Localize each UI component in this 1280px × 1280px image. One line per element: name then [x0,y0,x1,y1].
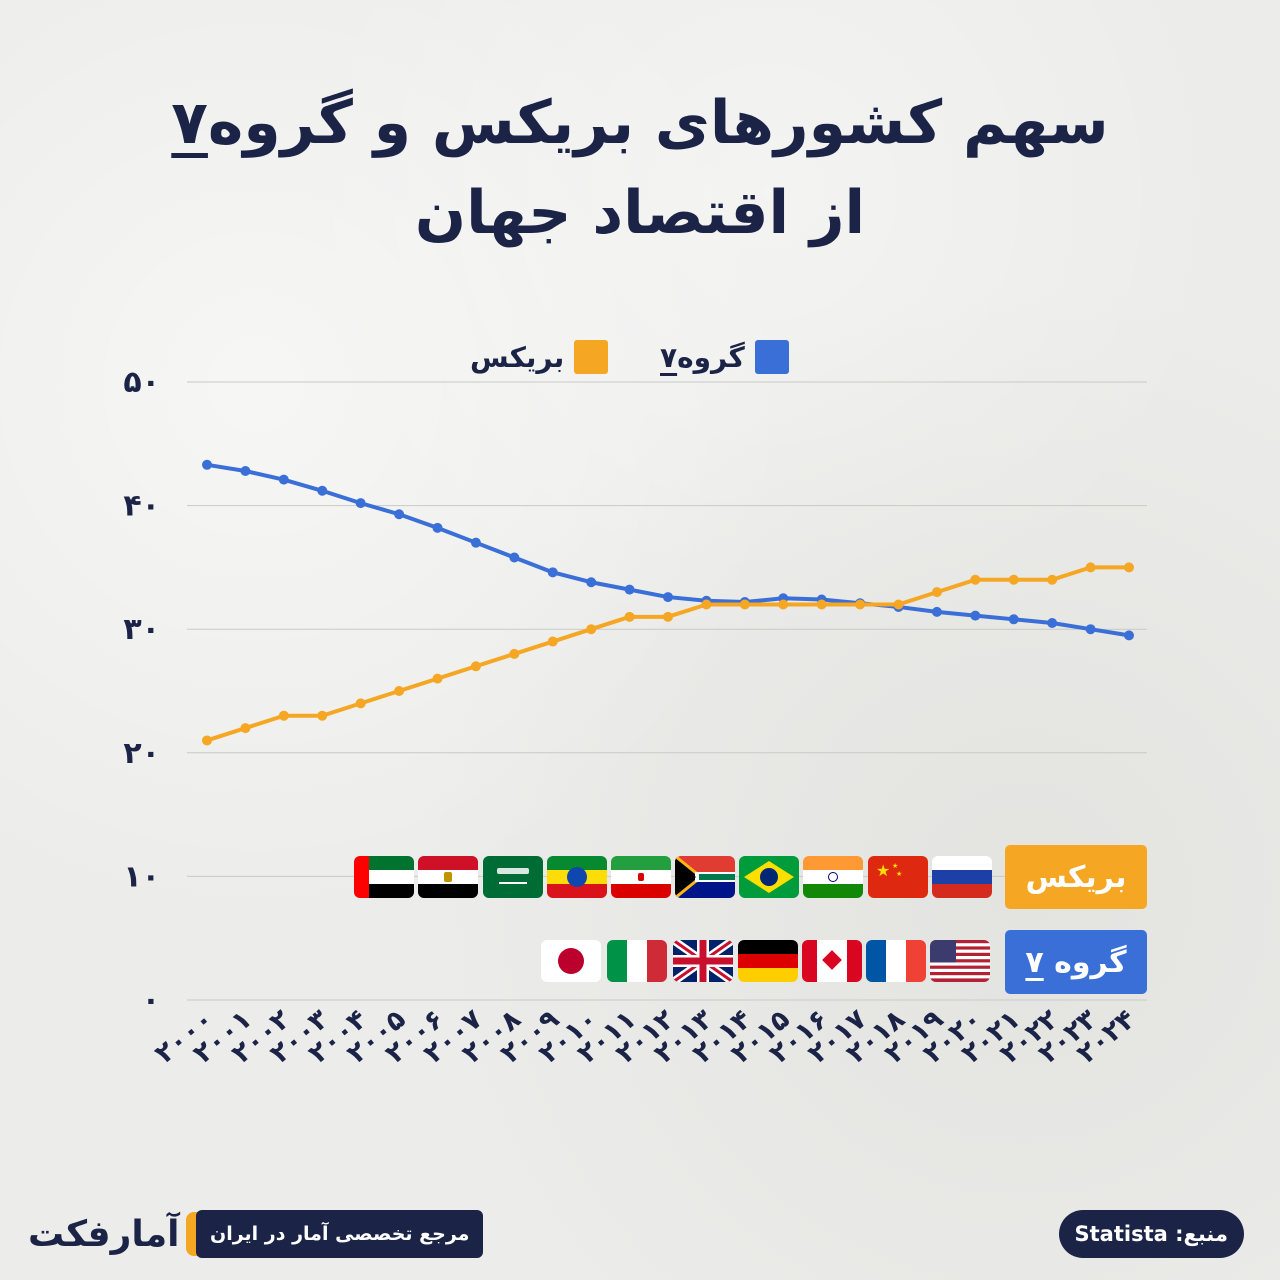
data-point-brics [893,599,904,610]
data-point-brics [317,710,328,721]
y-tick-label: ۰ [142,983,160,1018]
y-tick-label: ۱۰ [123,859,160,894]
data-point-brics [931,587,942,598]
iran-flag [611,856,671,898]
data-point-g7 [931,606,942,617]
france-flag [866,940,926,982]
data-point-g7 [240,465,251,476]
germany-flag [738,940,798,982]
data-point-brics [739,599,750,610]
data-point-brics [970,574,981,585]
data-point-brics [1008,574,1019,585]
data-point-brics [663,611,673,622]
data-point-brics [624,611,635,622]
source-badge: منبع: Statista [1058,1210,1244,1258]
data-point-g7 [1008,614,1019,625]
data-point-g7 [547,567,558,578]
legend-label-g7: گروه۷ [660,340,745,374]
y-tick-label: ۲۰ [123,736,160,771]
data-point-brics [1085,562,1096,573]
data-point-brics [470,661,481,672]
logo-text: آمارفکت [28,1213,180,1255]
data-point-g7 [586,577,597,588]
y-tick-label: ۴۰ [123,489,160,524]
data-point-brics [816,599,827,610]
legend-item-g7: گروه۷ [660,340,789,374]
usa-flag [930,940,990,982]
tagline-badge: مرجع تخصصی آمار در ایران [196,1210,484,1258]
legend-swatch-brics [574,340,609,374]
data-point-brics [240,723,251,734]
series-line-g7 [206,462,1130,638]
svg-text:★: ★ [896,870,902,878]
data-point-g7 [1124,630,1134,641]
data-point-brics [547,636,558,647]
chart-title-line-2: از اقتصاد جهان [414,178,866,248]
data-point-g7 [509,552,520,563]
data-point-brics [778,599,789,610]
india-flag [803,856,863,898]
chart-title-line-1: سهم کشورهای بریکس و گروه۷ [0,88,1280,158]
legend-item-brics: بریکس [470,340,609,374]
data-point-brics [355,698,366,709]
uk-flag [673,940,733,982]
legend-label-brics: بریکس [470,340,565,374]
chart-legend: گروه۷ بریکس [0,340,1280,384]
legend-swatch-g7 [754,340,789,374]
g7-badge: گروه ۷ [1005,930,1147,994]
data-point-brics [855,599,866,610]
canada-flag [802,940,862,982]
chart-title-text: سهم کشورهای بریکس و گروه [207,88,1109,158]
y-tick-label: ۳۰ [123,612,160,647]
data-point-brics [202,735,212,746]
south-africa-flag [675,856,735,898]
egypt-flag [418,856,478,898]
data-point-g7 [355,498,366,509]
data-point-g7 [1047,618,1058,629]
ethiopia-flag [547,856,607,898]
data-point-g7 [470,537,481,548]
data-point-brics [394,686,405,696]
svg-text:★: ★ [876,861,890,880]
brazil-flag [739,856,799,898]
data-point-brics [1047,574,1058,585]
data-point-brics [509,648,520,659]
data-point-g7 [278,474,289,485]
data-point-brics [1124,562,1134,573]
data-point-brics [432,673,443,684]
data-point-brics [586,624,597,635]
chart-title-number: ۷ [171,88,208,158]
data-point-g7 [970,610,981,621]
italy-flag [607,940,667,982]
uae-flag [354,856,414,898]
data-point-brics [278,710,289,721]
brics-badge: بریکس [1005,845,1147,909]
russia-flag [932,856,992,898]
svg-text:★: ★ [892,862,898,870]
data-point-g7 [1085,624,1096,635]
data-point-brics [701,599,712,610]
data-point-g7 [394,509,405,520]
saudi-arabia-flag [483,856,543,898]
data-point-g7 [432,522,443,533]
y-tick-label: ۵۰ [123,365,160,400]
data-point-g7 [663,592,673,603]
china-flag: ★ ★ ★ [868,856,928,898]
data-point-g7 [202,459,212,470]
data-point-g7 [317,485,328,496]
data-point-g7 [624,584,635,595]
japan-flag [541,940,601,982]
